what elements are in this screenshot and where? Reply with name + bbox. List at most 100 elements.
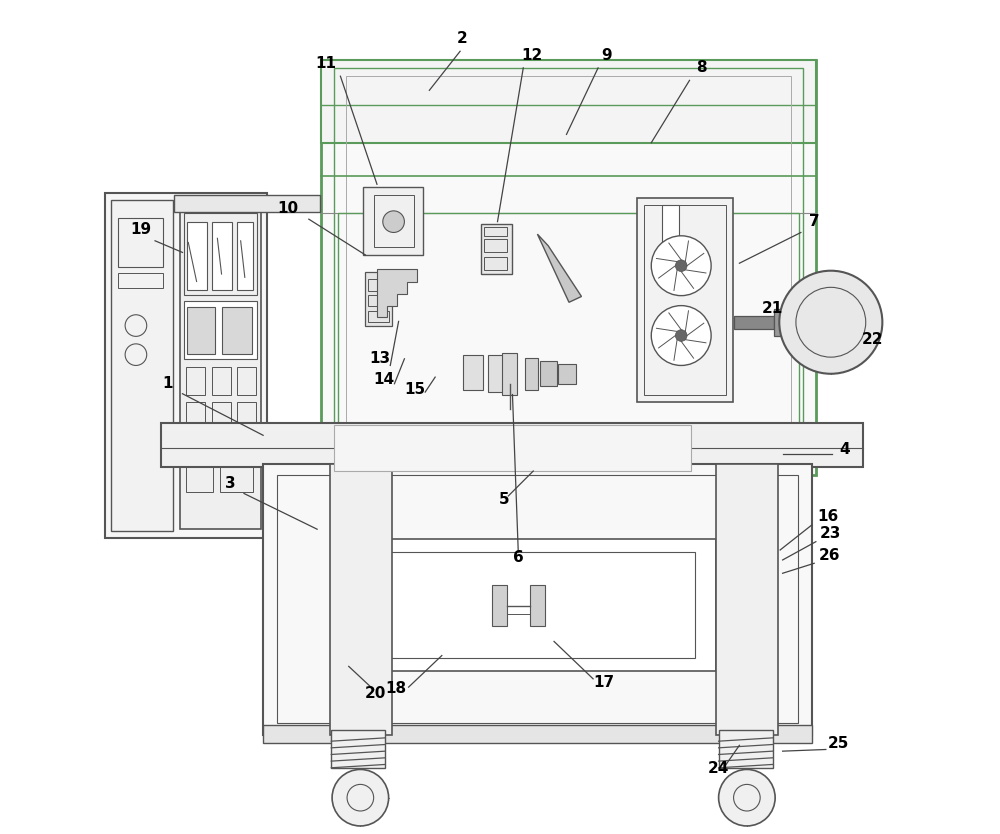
Text: 22: 22 [862,332,883,347]
Circle shape [719,770,775,826]
Bar [184,435,198,457]
Bar [237,402,256,427]
Bar [241,435,256,457]
Text: 25: 25 [828,736,849,751]
Bar [481,224,512,274]
Bar [644,205,726,395]
Bar [530,585,545,626]
Bar [222,307,252,354]
Polygon shape [377,269,417,317]
Text: 10: 10 [277,201,299,216]
Bar [186,367,205,394]
Bar [321,59,816,143]
Bar [346,76,791,459]
Text: 20: 20 [365,686,386,701]
Bar [331,731,385,768]
Text: 4: 4 [840,442,850,457]
Bar [338,214,799,471]
Bar [484,228,507,236]
Bar [368,279,389,291]
Text: 19: 19 [130,222,151,237]
Bar [463,354,483,389]
Bar [334,425,691,471]
Bar [365,272,392,325]
Bar [187,222,207,290]
Bar [237,222,253,290]
Bar [111,200,173,531]
Bar [220,467,253,492]
Bar [334,68,803,467]
Bar [277,475,798,723]
Bar [734,315,774,329]
Bar [118,218,163,268]
Text: 11: 11 [315,56,336,71]
Bar [184,214,257,294]
Text: 17: 17 [593,676,614,691]
Bar [363,187,423,255]
Bar [368,310,389,322]
Circle shape [779,271,882,374]
Text: 9: 9 [601,48,612,63]
Bar [184,300,257,359]
Bar [105,193,267,538]
Text: 2: 2 [457,31,468,46]
Circle shape [332,770,389,826]
Bar [187,307,215,354]
Bar [161,423,863,467]
Text: 13: 13 [369,351,390,366]
Bar [212,367,231,394]
Text: 6: 6 [513,550,524,565]
Bar [719,731,773,768]
Bar [118,274,163,289]
Bar [186,467,213,492]
Bar [263,465,812,735]
Circle shape [675,329,687,341]
Bar [484,257,507,270]
Bar [363,551,695,658]
Text: 1: 1 [162,376,173,391]
Bar [222,435,237,457]
Text: 14: 14 [373,372,394,387]
Text: 5: 5 [499,492,509,507]
Bar [540,361,557,386]
Bar [484,239,507,253]
Bar [492,585,507,626]
Text: 7: 7 [809,214,820,229]
Bar [525,358,538,389]
Bar [174,195,320,212]
Circle shape [675,260,687,272]
Circle shape [651,305,711,365]
Bar [321,59,816,475]
Bar [488,354,504,392]
Bar [263,725,812,743]
Bar [342,540,716,671]
Bar [237,367,256,394]
Circle shape [383,211,404,233]
Bar [662,205,679,259]
Circle shape [651,236,711,295]
Bar [502,353,517,394]
Bar [203,435,217,457]
Text: 3: 3 [225,475,235,490]
Bar [774,309,789,335]
Bar [212,222,232,290]
Bar [637,198,733,402]
Text: 16: 16 [818,509,839,524]
Bar [716,465,778,735]
Text: 12: 12 [521,48,542,63]
Text: 18: 18 [386,681,407,696]
Text: 26: 26 [819,548,841,563]
Bar [368,294,389,306]
Text: 15: 15 [405,382,426,397]
Bar [558,364,576,384]
Text: 23: 23 [820,525,842,540]
Bar [180,201,261,530]
Text: 21: 21 [762,301,783,316]
Polygon shape [537,234,581,302]
Bar [374,195,414,247]
Bar [186,402,205,427]
Bar [330,465,392,735]
Text: 8: 8 [696,60,706,75]
Bar [212,402,231,427]
Text: 24: 24 [708,761,729,776]
